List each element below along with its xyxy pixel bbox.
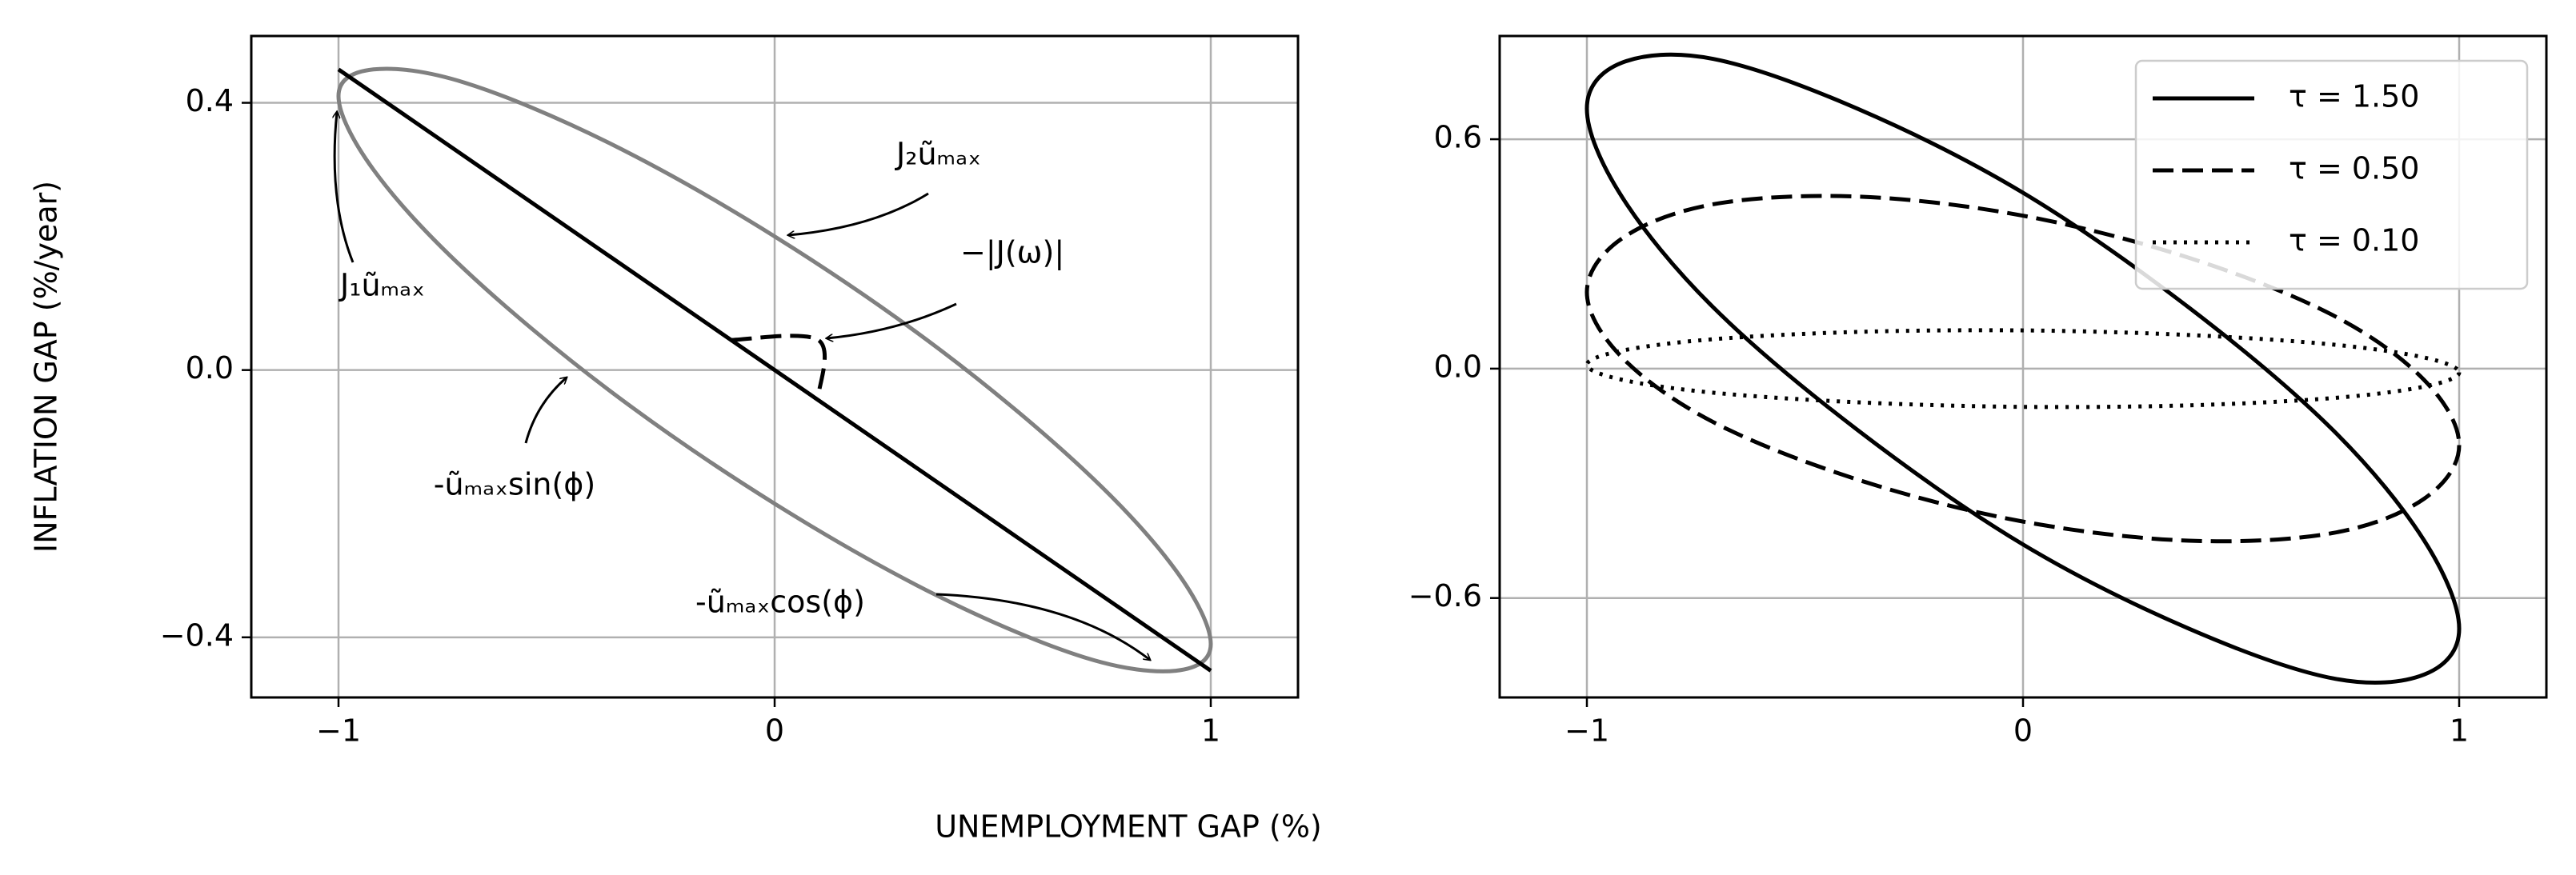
y-tick-label: −0.6 <box>1408 578 1482 613</box>
data-line <box>1584 52 2462 685</box>
annotation-arrow <box>827 302 957 338</box>
legend-label: τ = 0.10 <box>2289 223 2420 258</box>
annotation-arrow <box>788 192 929 235</box>
data-line <box>1584 194 2462 544</box>
annotation: J₂ũₘₐₓ <box>895 137 981 172</box>
data-line <box>731 334 827 398</box>
y-tick-label: 0.6 <box>1434 120 1482 155</box>
y-axis-label: INFLATION GAP (%/year) <box>29 181 64 553</box>
annotation: -ũₘₐₓcos(ϕ) <box>695 585 865 620</box>
axes-frame <box>250 34 1300 699</box>
x-tick-label: 0 <box>765 713 784 749</box>
legend-label: τ = 0.50 <box>2289 151 2420 186</box>
x-tick-label: −1 <box>316 713 361 749</box>
x-tick-label: 1 <box>2450 713 2469 749</box>
x-axis-label: UNEMPLOYMENT GAP (%) <box>935 809 1322 845</box>
y-tick-label: 0.0 <box>1434 349 1482 384</box>
annotation: -ũₘₐₓsin(ϕ) <box>434 467 595 502</box>
annotation: J₁ũₘₐₓ <box>339 268 425 303</box>
annotation-arrow <box>524 378 567 444</box>
legend-box <box>2134 59 2529 290</box>
annotation-arrow <box>935 593 1150 660</box>
y-tick-label: 0.0 <box>186 350 234 386</box>
axes-frame <box>1498 34 2548 699</box>
x-tick-label: 1 <box>1201 713 1220 749</box>
annotation: −|J(ω)| <box>960 235 1064 271</box>
x-tick-label: −1 <box>1564 713 1609 749</box>
annotation-arrow <box>335 112 355 263</box>
data-line <box>336 66 1213 673</box>
legend-label: τ = 1.50 <box>2289 79 2420 114</box>
y-tick-label: −0.4 <box>160 617 234 653</box>
data-line <box>337 67 1212 673</box>
y-tick-label: 0.4 <box>186 83 234 118</box>
x-tick-label: 0 <box>2013 713 2033 749</box>
